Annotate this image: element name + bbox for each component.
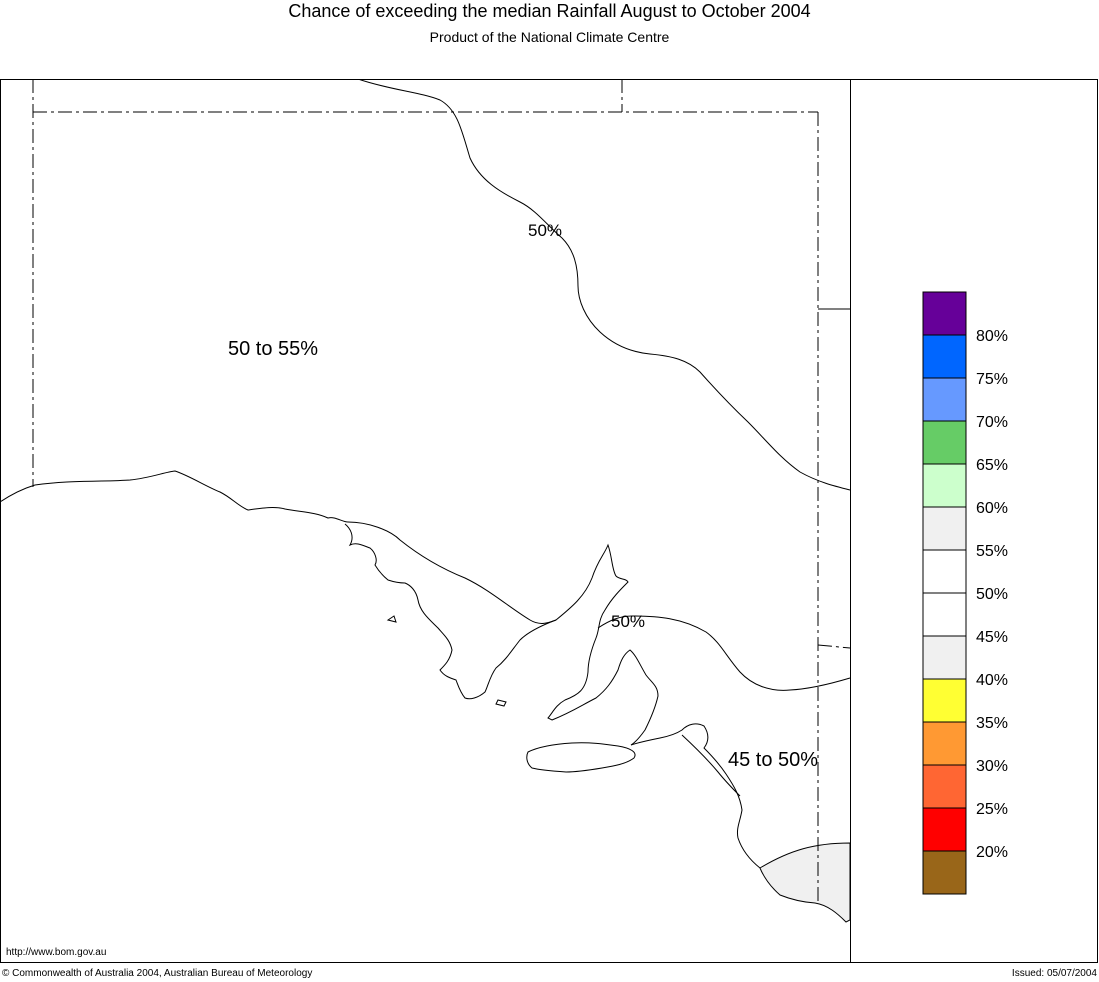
legend-swatch bbox=[922, 291, 967, 336]
legend-swatch bbox=[922, 592, 967, 637]
legend-swatch bbox=[922, 420, 967, 465]
source-url: http://www.bom.gov.au bbox=[6, 947, 107, 958]
legend-label: 30% bbox=[976, 758, 1008, 775]
contour-label-upper: 50% bbox=[528, 221, 562, 240]
legend-swatch bbox=[922, 635, 967, 680]
legend-swatch bbox=[922, 807, 967, 852]
vic-border-tick bbox=[817, 644, 851, 649]
legend-swatch bbox=[922, 850, 967, 895]
legend: 80% 75% 70% 65% 60% 55% 50% 45% 40% 35% 30% 25% 20% bbox=[922, 291, 1008, 895]
legend-label: 70% bbox=[976, 414, 1008, 431]
map-border bbox=[0, 79, 1098, 963]
legend-label: 35% bbox=[976, 715, 1008, 732]
legend-label: 40% bbox=[976, 672, 1008, 689]
shaded-region-40-45 bbox=[759, 842, 851, 923]
legend-label: 80% bbox=[976, 328, 1008, 345]
legend-label: 60% bbox=[976, 500, 1008, 517]
legend-label: 75% bbox=[976, 371, 1008, 388]
copyright-notice: © Commonwealth of Australia 2004, Austra… bbox=[2, 968, 313, 979]
legend-label: 25% bbox=[976, 801, 1008, 818]
coastline bbox=[0, 470, 761, 869]
legend-label: 50% bbox=[976, 586, 1008, 603]
region-label-south-east: 45 to 50% bbox=[728, 749, 818, 771]
legend-label: 55% bbox=[976, 543, 1008, 560]
legend-swatch bbox=[922, 377, 967, 422]
legend-swatch bbox=[922, 721, 967, 766]
legend-label: 45% bbox=[976, 629, 1008, 646]
legend-swatch bbox=[922, 463, 967, 508]
legend-label: 20% bbox=[976, 844, 1008, 861]
contour-label-gulf: 50% bbox=[611, 612, 645, 631]
legend-swatch bbox=[922, 549, 967, 594]
state-border bbox=[32, 79, 819, 905]
map-subtitle: Product of the National Climate Centre bbox=[429, 29, 670, 45]
map-title: Chance of exceeding the median Rainfall … bbox=[288, 1, 811, 21]
legend-label: 65% bbox=[976, 457, 1008, 474]
issued-date: Issued: 05/07/2004 bbox=[1011, 968, 1097, 979]
rainfall-map: 50% 50% 50 to 55% 45 to 50% 80% 75% 70% 65%… bbox=[0, 79, 1098, 963]
region-label-north-west: 50 to 55% bbox=[228, 338, 318, 360]
legend-swatch bbox=[922, 334, 967, 379]
legend-swatch bbox=[922, 678, 967, 723]
legend-swatch bbox=[922, 506, 967, 551]
legend-swatch bbox=[922, 764, 967, 809]
contour-50 bbox=[357, 79, 851, 691]
